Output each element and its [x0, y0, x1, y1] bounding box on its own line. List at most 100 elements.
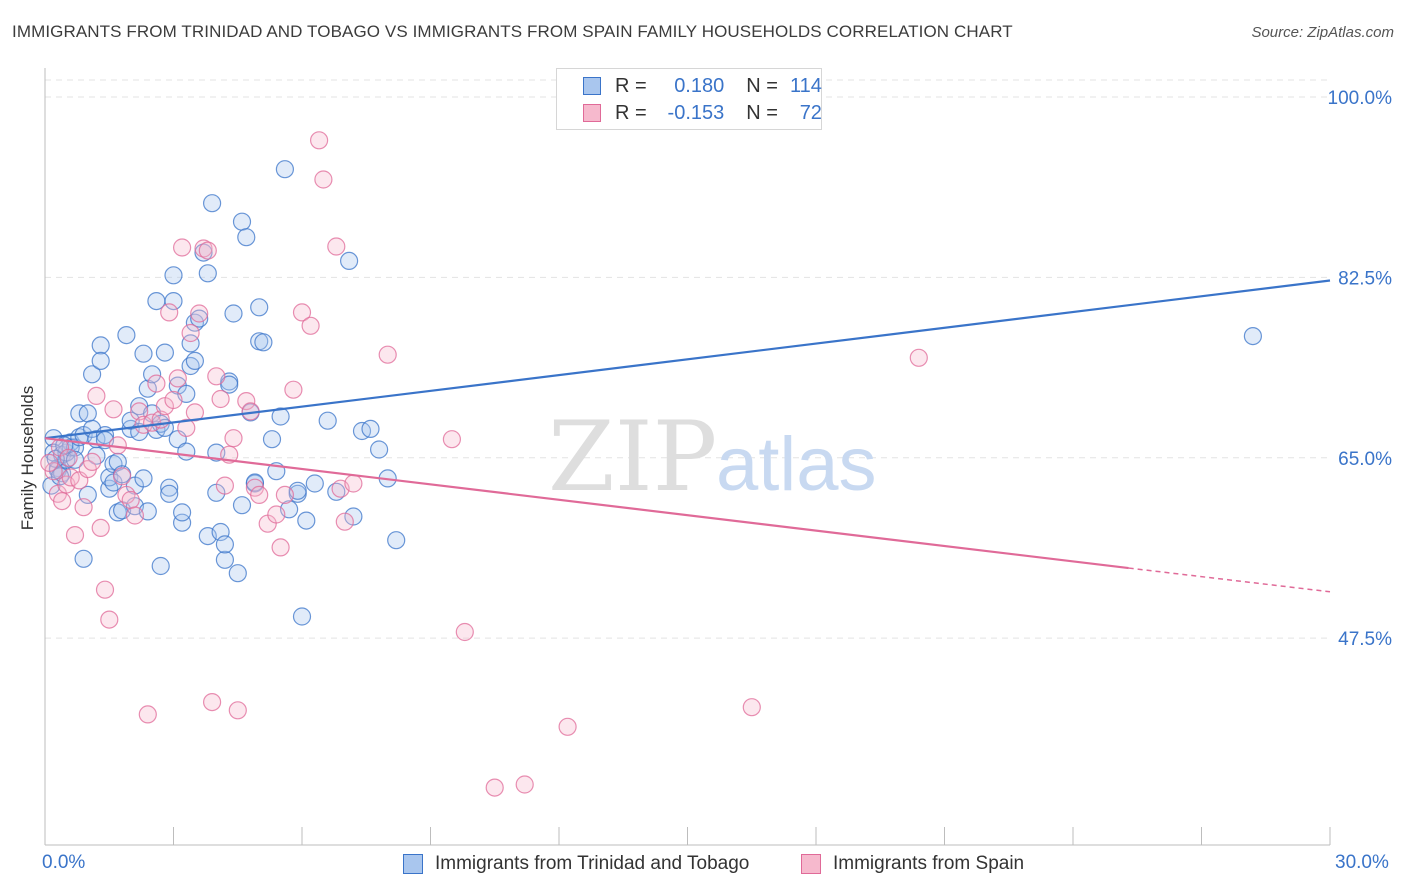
- legend-row-spain: R = -0.153 N = 72: [583, 100, 822, 126]
- trend-lines: [44, 279, 1331, 593]
- trend-line-trinidad: [44, 279, 1331, 440]
- bottom-legend-label-spain: Immigrants from Spain: [833, 853, 1025, 874]
- point-trinidad: [340, 251, 359, 270]
- point-trinidad: [224, 304, 243, 323]
- point-spain: [198, 241, 217, 260]
- point-spain: [147, 374, 166, 393]
- r-label: R =: [615, 74, 647, 97]
- point-spain: [224, 429, 243, 448]
- point-trinidad: [164, 292, 183, 311]
- point-spain: [314, 170, 333, 189]
- point-spain: [301, 316, 320, 335]
- point-spain: [104, 400, 123, 419]
- y-tick-label: 82.5%: [1338, 268, 1392, 289]
- point-trinidad: [177, 442, 196, 461]
- legend-swatch-trinidad: [583, 77, 601, 95]
- point-spain: [65, 525, 85, 545]
- y-tick-label: 100.0%: [1328, 88, 1393, 109]
- point-spain: [228, 701, 247, 720]
- n-label: N =: [746, 74, 778, 97]
- r-label: R =: [615, 101, 647, 124]
- point-trinidad: [91, 336, 110, 355]
- source-credit: Source: ZipAtlas.com: [1251, 24, 1394, 41]
- point-spain: [284, 380, 303, 399]
- point-trinidad: [318, 411, 337, 430]
- point-spain: [185, 403, 204, 422]
- point-trinidad: [138, 379, 157, 398]
- point-spain: [138, 705, 157, 724]
- chart-title: IMMIGRANTS FROM TRINIDAD AND TOBAGO VS I…: [12, 22, 1013, 41]
- point-spain: [181, 323, 200, 343]
- point-trinidad: [292, 607, 312, 626]
- point-trinidad: [190, 309, 209, 328]
- axes: [44, 68, 1331, 846]
- point-spain: [177, 418, 196, 437]
- point-spain: [275, 485, 294, 504]
- y-tick-labels: 47.5% 65.0% 82.5% 100.0%: [1328, 88, 1393, 650]
- point-trinidad: [297, 511, 316, 530]
- point-trinidad: [203, 194, 222, 213]
- point-spain: [190, 304, 209, 323]
- point-spain: [515, 775, 534, 794]
- point-spain: [455, 622, 474, 642]
- point-spain: [91, 518, 110, 538]
- point-spain: [203, 692, 222, 712]
- point-trinidad: [82, 365, 102, 384]
- point-spain: [164, 390, 183, 410]
- point-spain: [95, 580, 115, 599]
- point-trinidad: [275, 160, 294, 179]
- point-trinidad: [173, 503, 192, 522]
- point-trinidad: [134, 344, 153, 363]
- point-trinidad: [198, 264, 217, 283]
- point-spain: [160, 303, 179, 322]
- y-tick-label: 65.0%: [1338, 449, 1392, 470]
- point-spain: [485, 778, 504, 797]
- legend-row-trinidad: R = 0.180 N = 114: [583, 73, 822, 99]
- point-spain: [558, 717, 577, 736]
- r-value-trinidad: 0.180: [674, 74, 725, 97]
- point-spain: [100, 610, 119, 629]
- point-trinidad: [181, 334, 200, 353]
- point-spain: [121, 490, 140, 510]
- point-spain: [344, 474, 363, 493]
- point-trinidad: [370, 440, 389, 459]
- legend-swatch-spain: [583, 104, 601, 122]
- point-trinidad: [344, 507, 363, 526]
- point-spain: [742, 698, 761, 717]
- point-spain: [125, 506, 144, 525]
- point-trinidad: [232, 212, 252, 231]
- point-spain: [909, 348, 928, 367]
- point-spain: [271, 538, 290, 557]
- n-value-trinidad: 114: [790, 74, 822, 97]
- point-spain: [112, 467, 132, 486]
- point-trinidad: [387, 531, 406, 550]
- point-trinidad: [160, 478, 179, 497]
- bottom-legend-swatch-spain: [801, 854, 821, 874]
- point-trinidad: [228, 564, 247, 583]
- point-spain: [74, 498, 93, 517]
- point-spain: [327, 237, 346, 256]
- point-spain: [211, 389, 230, 409]
- point-trinidad: [361, 419, 380, 438]
- bottom-legend-swatch-trinidad: [403, 854, 423, 874]
- watermark-zip: ZIP: [548, 401, 717, 513]
- point-trinidad: [164, 266, 183, 285]
- point-trinidad: [232, 496, 252, 515]
- point-trinidad: [151, 556, 170, 576]
- point-trinidad: [220, 375, 239, 394]
- bottom-legend-label-trinidad: Immigrants from Trinidad and Tobago: [435, 853, 750, 874]
- point-spain: [59, 448, 78, 467]
- point-spain: [40, 453, 59, 472]
- point-trinidad: [160, 484, 179, 503]
- point-trinidad: [134, 469, 153, 488]
- point-trinidad: [173, 513, 192, 532]
- point-trinidad: [262, 430, 282, 449]
- point-trinidad: [254, 333, 273, 352]
- bottom-legend-spain: Immigrants from Spain: [801, 852, 1024, 876]
- point-spain: [267, 505, 286, 524]
- point-spain: [335, 512, 354, 531]
- point-spain: [130, 402, 149, 421]
- correlation-legend: R = 0.180 N = 114 R = -0.153 N = 72: [556, 68, 822, 130]
- point-trinidad: [237, 228, 256, 247]
